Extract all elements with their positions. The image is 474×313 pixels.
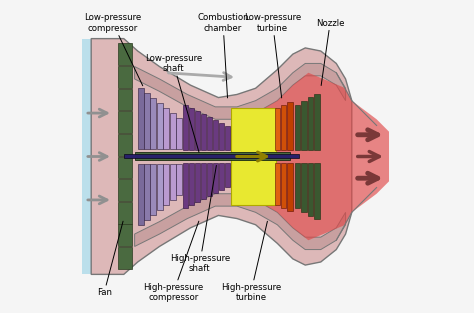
- Polygon shape: [274, 108, 280, 150]
- Polygon shape: [295, 163, 301, 208]
- Polygon shape: [189, 163, 194, 205]
- Polygon shape: [201, 163, 206, 199]
- Polygon shape: [195, 163, 200, 202]
- Polygon shape: [295, 105, 301, 150]
- Text: High-pressure
shaft: High-pressure shaft: [170, 166, 230, 273]
- Polygon shape: [118, 224, 131, 246]
- Polygon shape: [176, 118, 182, 149]
- Polygon shape: [135, 64, 346, 119]
- Text: Fan: Fan: [97, 221, 123, 297]
- Polygon shape: [170, 113, 175, 149]
- Polygon shape: [183, 163, 188, 208]
- Polygon shape: [164, 108, 169, 149]
- Polygon shape: [301, 101, 307, 150]
- Polygon shape: [189, 108, 194, 150]
- Polygon shape: [91, 38, 352, 275]
- Polygon shape: [144, 93, 150, 149]
- Polygon shape: [135, 194, 346, 249]
- Polygon shape: [225, 163, 229, 187]
- Polygon shape: [308, 163, 313, 216]
- Polygon shape: [308, 97, 313, 150]
- Polygon shape: [255, 73, 389, 240]
- Polygon shape: [164, 164, 169, 205]
- Text: High-pressure
turbine: High-pressure turbine: [221, 221, 281, 302]
- Polygon shape: [138, 164, 144, 225]
- Text: High-pressure
compressor: High-pressure compressor: [143, 221, 203, 302]
- Polygon shape: [150, 164, 156, 215]
- Polygon shape: [138, 88, 144, 149]
- Polygon shape: [157, 103, 163, 149]
- Polygon shape: [301, 163, 307, 212]
- Polygon shape: [314, 94, 320, 150]
- Polygon shape: [150, 98, 156, 149]
- Polygon shape: [213, 163, 218, 193]
- Bar: [124, 154, 299, 158]
- Polygon shape: [195, 111, 200, 150]
- Polygon shape: [225, 126, 229, 150]
- Polygon shape: [281, 163, 286, 208]
- Polygon shape: [176, 164, 182, 195]
- Text: Nozzle: Nozzle: [316, 18, 344, 85]
- Polygon shape: [118, 247, 131, 269]
- Polygon shape: [118, 89, 131, 110]
- Text: Low-pressure
compressor: Low-pressure compressor: [84, 13, 143, 86]
- Text: Low-pressure
turbine: Low-pressure turbine: [244, 13, 301, 98]
- Polygon shape: [118, 111, 131, 133]
- Polygon shape: [207, 163, 212, 196]
- Polygon shape: [287, 102, 292, 150]
- Bar: [135, 152, 290, 160]
- Polygon shape: [183, 105, 188, 150]
- Polygon shape: [118, 43, 131, 65]
- Text: Low-pressure
shaft: Low-pressure shaft: [145, 54, 202, 152]
- Polygon shape: [157, 164, 163, 210]
- Polygon shape: [144, 164, 150, 220]
- Polygon shape: [207, 117, 212, 150]
- Polygon shape: [281, 105, 286, 150]
- Polygon shape: [82, 38, 124, 275]
- Polygon shape: [118, 134, 131, 156]
- Polygon shape: [274, 163, 280, 205]
- Polygon shape: [170, 164, 175, 200]
- Polygon shape: [219, 123, 224, 150]
- Polygon shape: [118, 179, 131, 201]
- Text: Combustion
chamber: Combustion chamber: [197, 13, 249, 98]
- Polygon shape: [213, 120, 218, 150]
- Polygon shape: [287, 163, 292, 211]
- Polygon shape: [118, 202, 131, 223]
- Polygon shape: [231, 108, 276, 205]
- Polygon shape: [201, 114, 206, 150]
- Polygon shape: [219, 163, 224, 190]
- Polygon shape: [118, 156, 131, 178]
- Polygon shape: [314, 163, 320, 219]
- Polygon shape: [118, 66, 131, 88]
